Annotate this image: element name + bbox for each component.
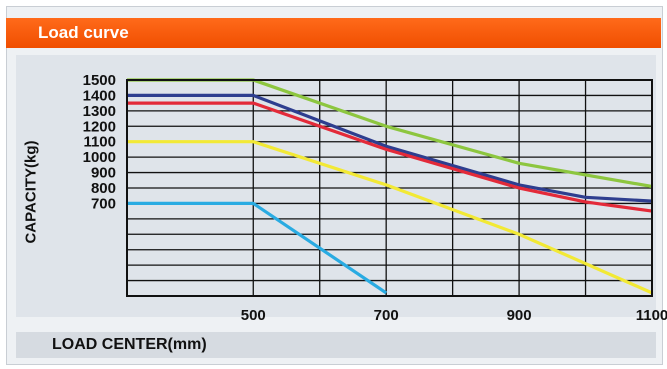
- header-bar: [6, 18, 661, 48]
- y-tick-label: 1400: [83, 87, 116, 104]
- x-axis-label: LOAD CENTER(mm): [52, 336, 207, 353]
- xlabel-bar: [16, 332, 656, 358]
- plot-border: [126, 79, 653, 297]
- series-line-5: [127, 201, 388, 295]
- series-line-2: [127, 93, 653, 203]
- x-tick-label: 700: [374, 307, 399, 324]
- x-tick-label: 900: [507, 307, 532, 324]
- series-line-3: [127, 101, 653, 213]
- x-tick-label: 500: [241, 307, 266, 324]
- y-tick-label: 800: [91, 180, 116, 197]
- chart-title: Load curve: [38, 23, 129, 42]
- y-tick-label: 1500: [83, 72, 116, 89]
- series-line-4: [127, 140, 653, 295]
- y-tick-label: 1300: [83, 103, 116, 120]
- plot-panel: [16, 55, 656, 317]
- y-tick-label: 700: [91, 195, 116, 212]
- y-tick-label: 1100: [83, 134, 116, 151]
- y-tick-label: 1200: [83, 118, 116, 135]
- y-tick-label: 900: [91, 165, 116, 182]
- y-tick-label: 1000: [83, 149, 116, 166]
- x-tick-label: 1100: [636, 307, 667, 324]
